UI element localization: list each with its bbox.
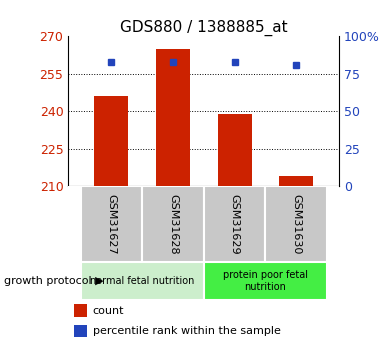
Bar bbox=[94, 96, 128, 186]
Text: GSM31627: GSM31627 bbox=[106, 194, 116, 255]
Bar bbox=[74, 325, 87, 337]
Text: GSM31630: GSM31630 bbox=[291, 194, 301, 255]
Text: GSM31628: GSM31628 bbox=[168, 194, 178, 255]
Text: growth protocol ▶: growth protocol ▶ bbox=[4, 276, 103, 286]
Text: count: count bbox=[93, 306, 124, 315]
Bar bbox=[81, 186, 142, 262]
Text: GSM31629: GSM31629 bbox=[230, 194, 239, 255]
Bar bbox=[204, 186, 265, 262]
Text: percentile rank within the sample: percentile rank within the sample bbox=[93, 326, 280, 336]
Text: normal fetal nutrition: normal fetal nutrition bbox=[90, 276, 194, 286]
Bar bbox=[265, 186, 327, 262]
Title: GDS880 / 1388885_at: GDS880 / 1388885_at bbox=[120, 20, 287, 36]
Bar bbox=[218, 114, 252, 186]
Bar bbox=[74, 304, 87, 317]
Text: protein poor fetal
nutrition: protein poor fetal nutrition bbox=[223, 270, 308, 292]
Bar bbox=[156, 49, 190, 186]
Bar bbox=[81, 262, 204, 300]
Bar bbox=[204, 262, 327, 300]
Bar bbox=[279, 176, 313, 186]
Bar bbox=[142, 186, 204, 262]
